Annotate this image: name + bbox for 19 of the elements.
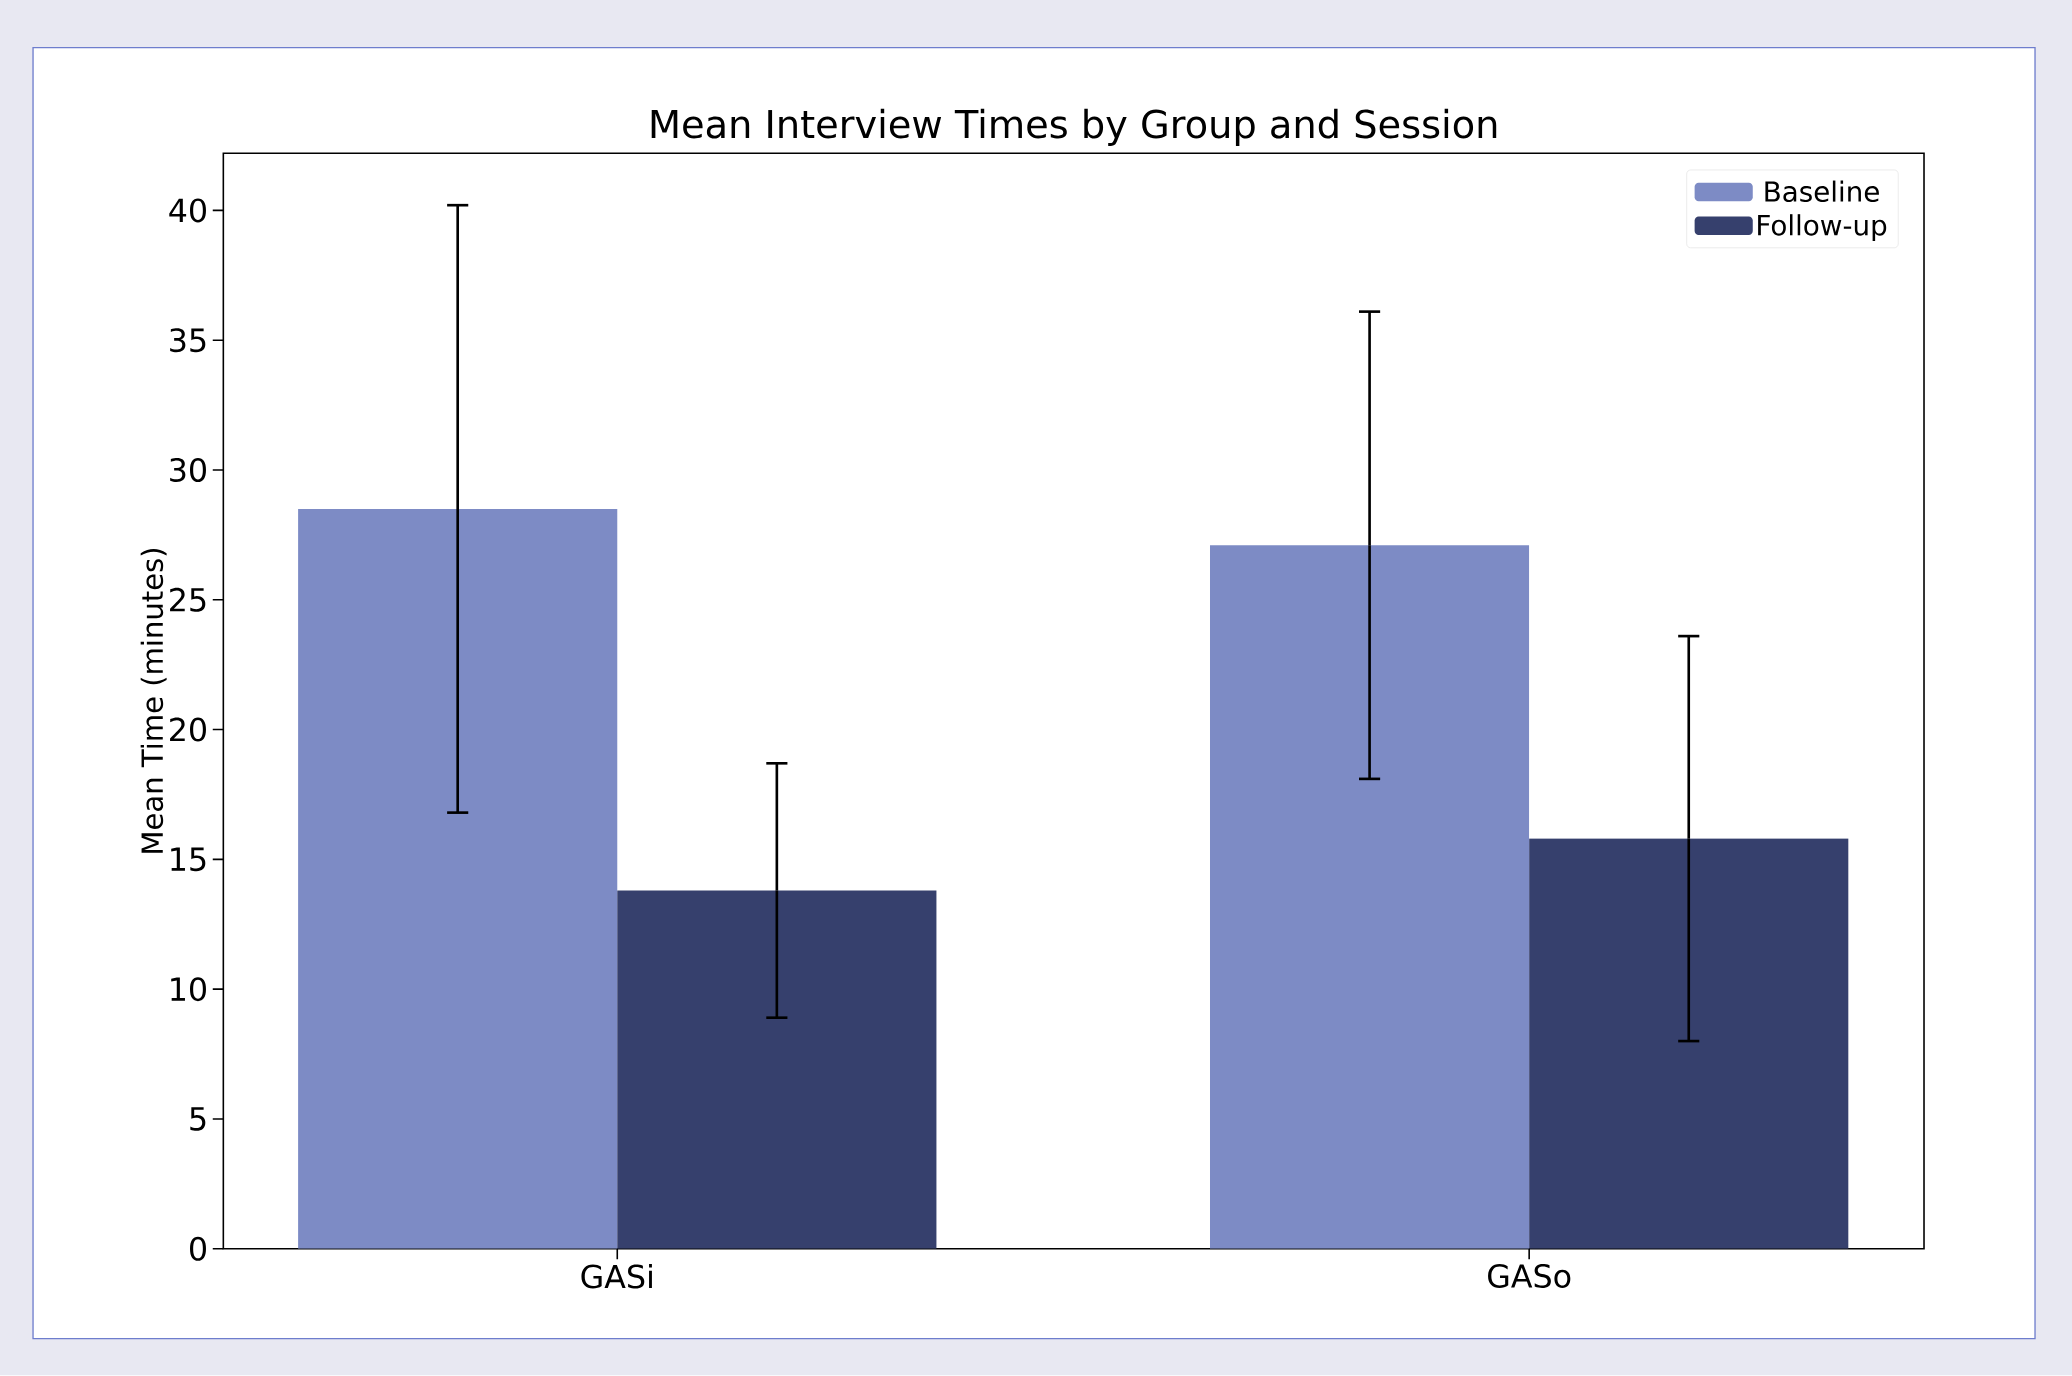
bar xyxy=(298,509,618,1249)
bar xyxy=(1529,838,1849,1249)
y-tick-label: 0 xyxy=(190,1236,206,1261)
y-tick-label: 35 xyxy=(170,328,206,353)
legend-label: Baseline xyxy=(1765,180,1879,203)
y-axis-title: Mean Time (minutes) xyxy=(140,549,167,853)
y-tick-label: 5 xyxy=(190,1107,206,1131)
y-tick-label: 10 xyxy=(171,977,206,1002)
y-tick-label: 20 xyxy=(170,717,206,742)
bar xyxy=(1210,545,1530,1249)
bar xyxy=(617,890,937,1249)
y-tick-label: 40 xyxy=(169,198,206,223)
y-tick-label: 15 xyxy=(171,847,206,872)
legend-label: Follow-up xyxy=(1758,214,1887,242)
chart-title: Mean Interview Times by Group and Session xyxy=(651,109,1497,147)
y-tick-label: 30 xyxy=(170,458,206,483)
x-tick-label: GASo xyxy=(1488,1264,1571,1289)
y-tick-label: 25 xyxy=(170,587,206,612)
x-tick-label: GASi xyxy=(581,1264,652,1289)
